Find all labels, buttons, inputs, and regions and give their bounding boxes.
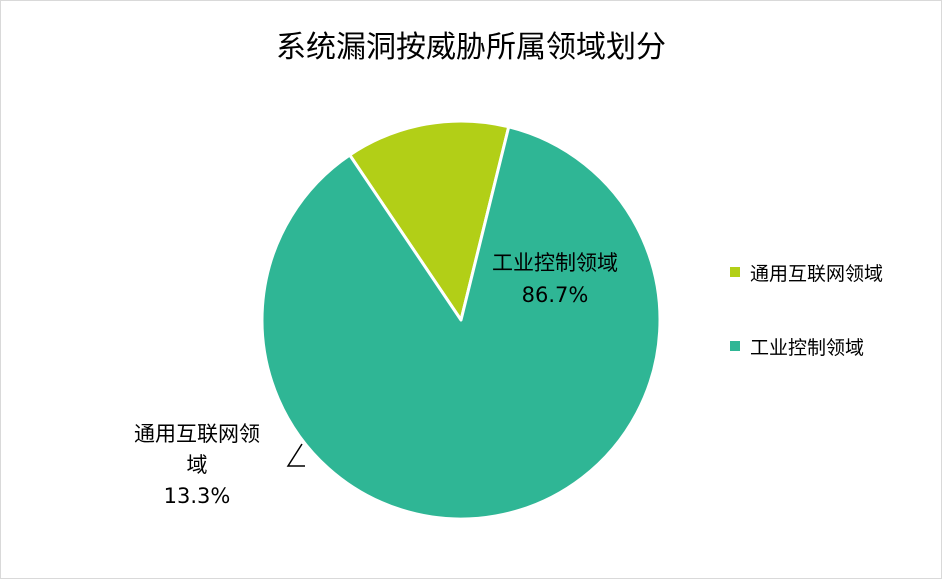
slice-label-internet-name-line2: 域 (187, 453, 208, 477)
legend-swatch (730, 341, 740, 351)
slice-label-internet-name-line1: 通用互联网领 (134, 422, 260, 446)
slice-label-internet-value: 13.3% (164, 484, 231, 508)
legend: 通用互联网领域 工业控制领域 (730, 258, 883, 406)
legend-item-industrial[interactable]: 工业控制领域 (730, 332, 883, 360)
leader-line (286, 443, 305, 467)
legend-label: 通用互联网领域 (750, 262, 884, 285)
slice-label-industrial-name: 工业控制领域 (492, 251, 618, 275)
legend-label: 工业控制领域 (750, 336, 865, 359)
pie-slice-industrial[interactable] (260, 125, 662, 521)
legend-swatch (730, 267, 740, 277)
chart-title: 系统漏洞按威胁所属领域划分 (276, 30, 666, 65)
slice-label-industrial-value: 86.7% (522, 283, 589, 307)
legend-item-internet[interactable]: 通用互联网领域 (730, 258, 883, 286)
pie-slice-internet[interactable] (348, 119, 511, 322)
